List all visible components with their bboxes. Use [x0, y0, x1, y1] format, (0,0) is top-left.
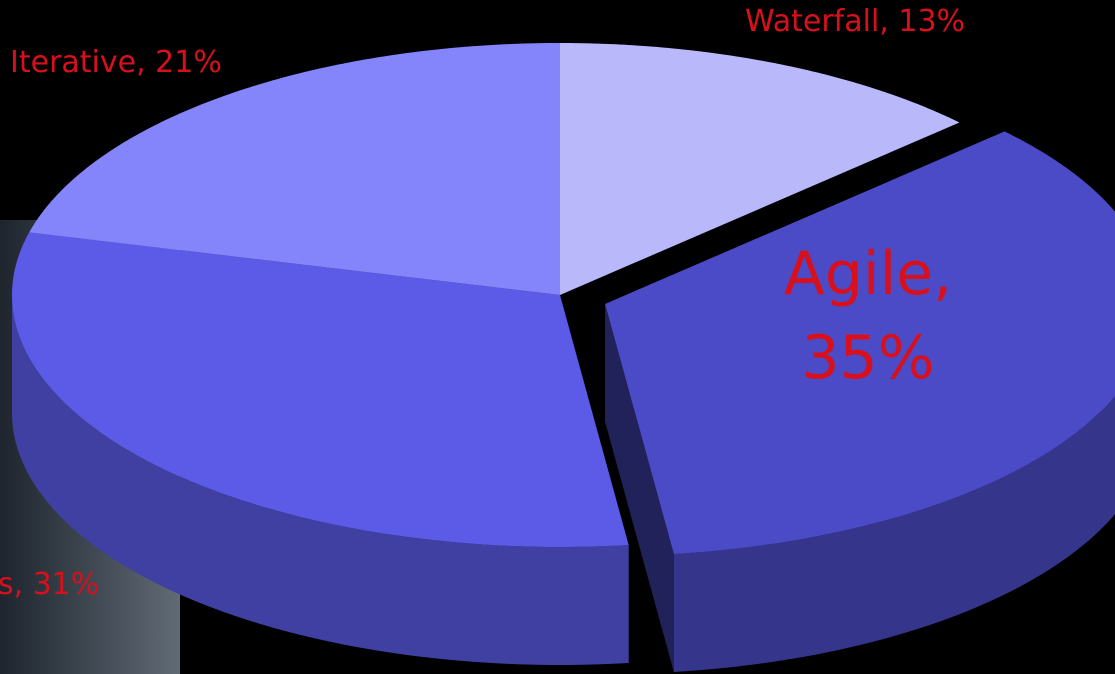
data-label: Agile, 35% — [783, 232, 953, 400]
data-label: Waterfall, 13% — [745, 5, 965, 38]
data-label: Iterative, 21% — [10, 46, 222, 79]
page: Waterfall, 13% Agile, 35% s, 31% Iterati… — [0, 0, 1115, 674]
data-label: s, 31% — [0, 568, 99, 601]
